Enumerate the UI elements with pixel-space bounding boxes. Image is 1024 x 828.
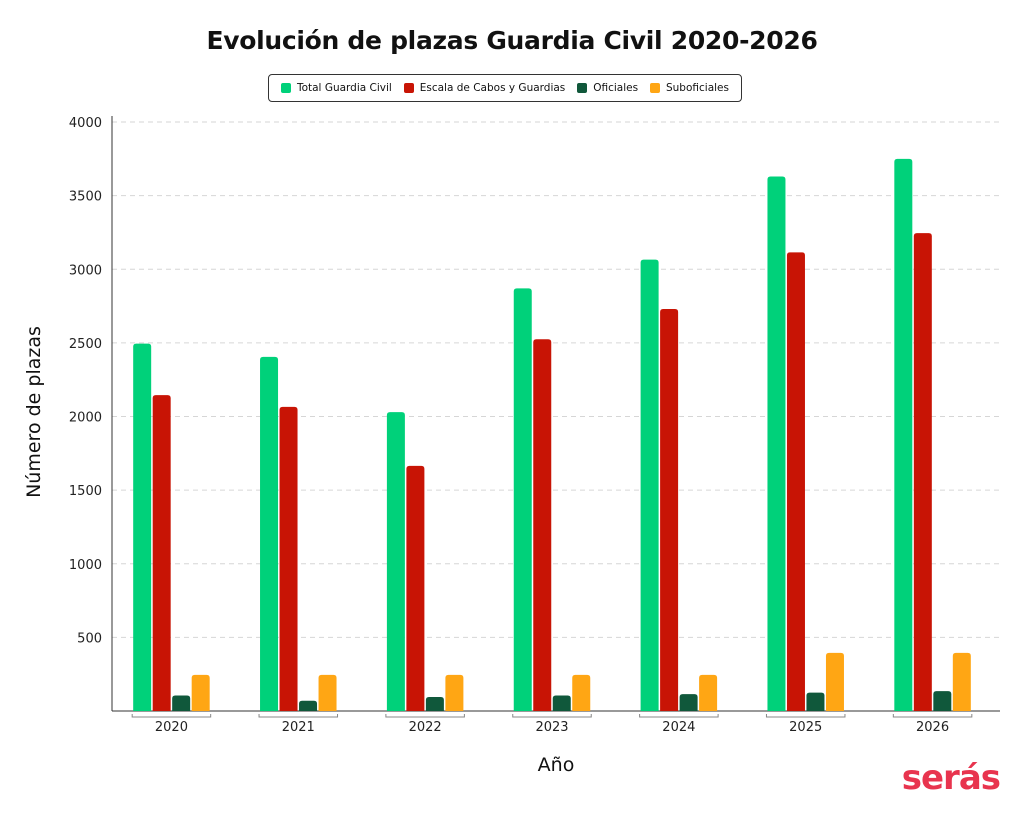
bar-2023-suboficiales [572,674,591,711]
x-tick-bracket-2024 [639,714,719,718]
bar-2021-escala-de-cabos-y-guardias [279,406,298,711]
bar-2026-oficiales [933,691,952,711]
bar-2021-oficiales [299,700,318,711]
x-tick-label-2020: 2020 [155,720,188,735]
bar-2026-suboficiales [952,652,971,711]
legend-swatch-oficiales [577,83,588,93]
bar-2020-suboficiales [191,674,210,711]
y-tick-label-4000: 4000 [69,116,102,131]
y-tick-label-2000: 2000 [69,411,102,426]
legend-label-oficiales: Oficiales [593,82,639,94]
bar-2024-total-guardia-civil [640,259,659,711]
chart-title: Evolución de plazas Guardia Civil 2020-2… [206,26,818,55]
bar-2026-total-guardia-civil [894,158,913,711]
bar-2020-total-guardia-civil [133,343,152,711]
bar-2023-oficiales [552,695,571,711]
bar-2023-total-guardia-civil [513,288,532,711]
y-tick-label-1500: 1500 [69,484,102,499]
x-tick-bracket-2022 [385,714,465,718]
bar-2020-escala-de-cabos-y-guardias [152,395,171,711]
legend-swatch-total [280,83,291,93]
bar-2021-total-guardia-civil [260,356,279,711]
bar-2025-total-guardia-civil [767,176,786,712]
bar-2024-suboficiales [699,674,718,711]
y-tick-label-2500: 2500 [69,337,102,352]
y-axis-label: Número de plazas [23,326,45,498]
x-tick-bracket-2025 [765,714,846,718]
bar-2024-oficiales [679,694,698,711]
y-tick-label-3000: 3000 [69,263,102,278]
chart-legend: Total Guardia Civil Escala de Cabos y Gu… [268,74,742,102]
legend-label-escala: Escala de Cabos y Guardias [419,82,566,94]
bar-2025-oficiales [806,692,825,711]
bar-2024-escala-de-cabos-y-guardias [660,309,679,711]
x-tick-label-2023: 2023 [535,720,568,735]
legend-item-suboficiales: Suboficiales [649,82,729,94]
legend-swatch-escala [403,83,414,93]
legend-label-total: Total Guardia Civil [296,82,392,94]
brand-logo: serás [901,758,1001,798]
bar-2022-escala-de-cabos-y-guardias [406,465,425,711]
x-tick-label-2025: 2025 [789,720,822,735]
bar-2025-escala-de-cabos-y-guardias [786,252,805,711]
bar-2025-suboficiales [825,652,844,711]
bar-2022-suboficiales [445,674,464,711]
x-tick-bracket-2023 [512,714,592,718]
bar-2023-escala-de-cabos-y-guardias [533,339,552,711]
x-tick-bracket-2021 [258,714,339,718]
x-tick-bracket-2020 [131,714,212,718]
x-tick-bracket-2026 [892,714,973,718]
bar-2022-oficiales [425,697,444,711]
y-tick-label-1000: 1000 [69,558,102,573]
y-tick-label-500: 500 [77,631,102,646]
y-tick-label-3500: 3500 [69,190,102,205]
bar-2021-suboficiales [318,674,337,711]
x-axis-label: Año [537,754,575,776]
legend-item-escala: Escala de Cabos y Guardias [403,82,566,94]
bar-2026-escala-de-cabos-y-guardias [913,233,932,711]
x-tick-label-2026: 2026 [916,720,949,735]
legend-item-oficiales: Oficiales [577,82,638,94]
legend-label-suboficiales: Suboficiales [665,82,729,94]
x-tick-label-2021: 2021 [282,720,315,735]
legend-swatch-suboficiales [649,83,660,93]
x-tick-label-2024: 2024 [662,720,695,735]
legend-item-total: Total Guardia Civil [280,82,392,94]
bar-2020-oficiales [172,695,191,711]
x-tick-label-2022: 2022 [409,720,442,735]
bar-2022-total-guardia-civil [386,412,405,711]
